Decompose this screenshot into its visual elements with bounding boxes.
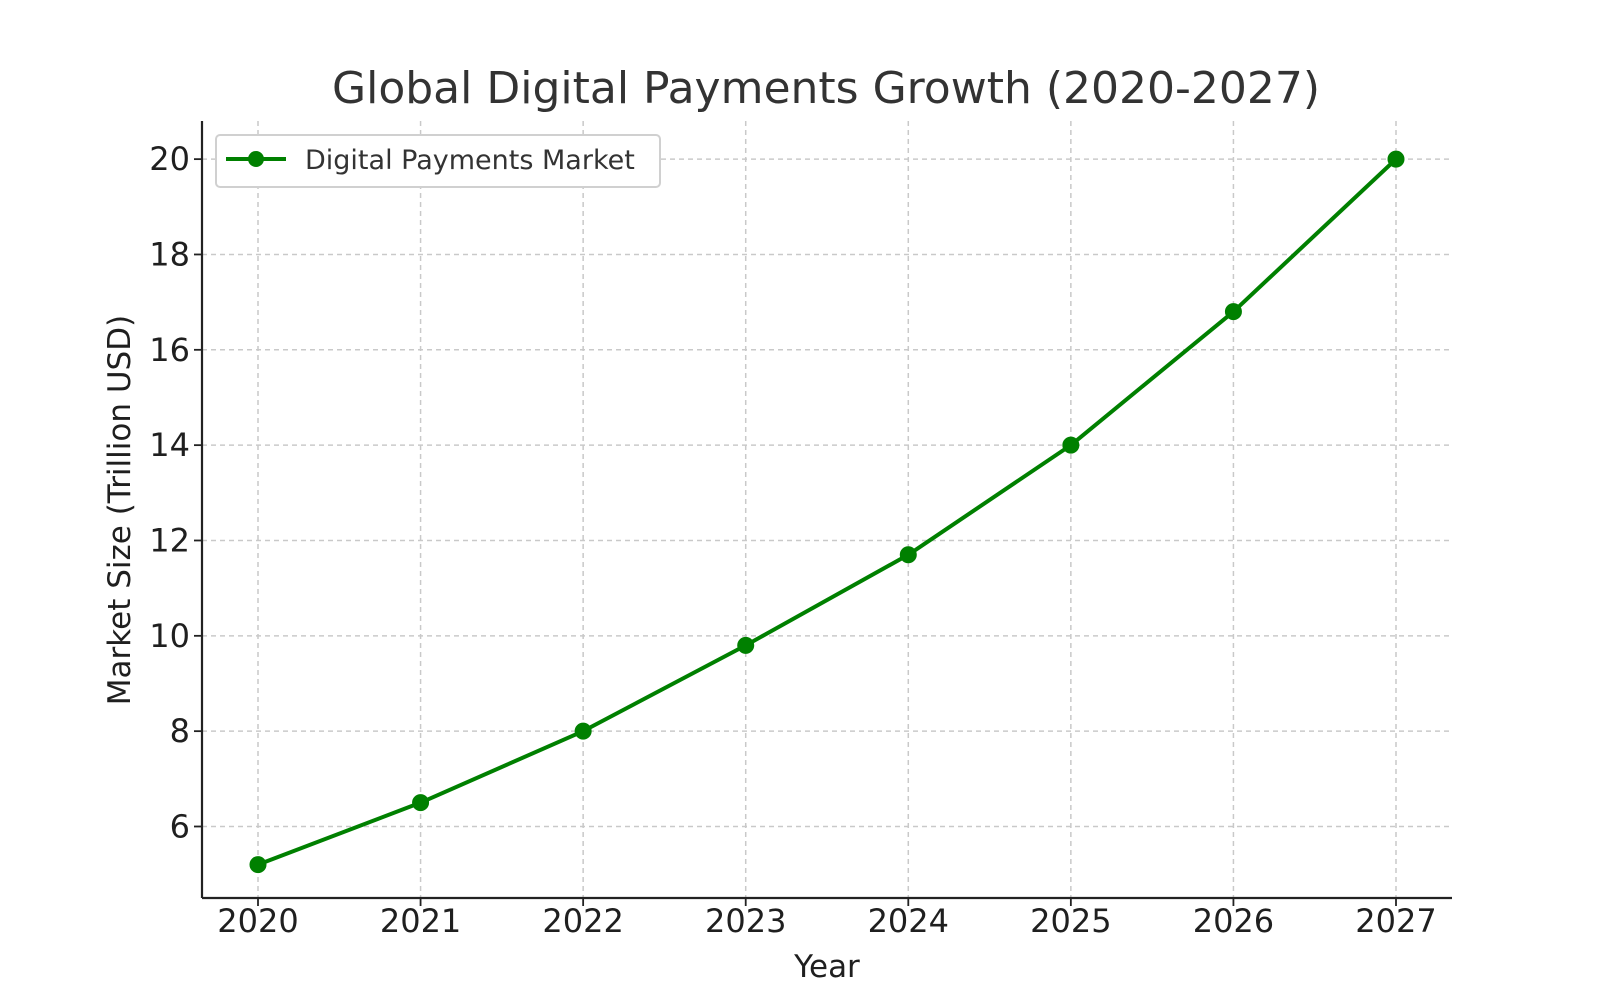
legend: Digital Payments Market bbox=[215, 134, 661, 188]
y-tick-label: 10 bbox=[149, 617, 190, 655]
data-point bbox=[574, 722, 592, 740]
series-layer bbox=[249, 150, 1405, 874]
y-tick-label: 8 bbox=[170, 712, 190, 750]
y-tick-label: 16 bbox=[149, 331, 190, 369]
x-tick-label: 2027 bbox=[1355, 902, 1436, 940]
x-tick-label: 2025 bbox=[1030, 902, 1111, 940]
y-tick-label: 20 bbox=[149, 140, 190, 178]
data-point bbox=[412, 794, 430, 812]
grid bbox=[202, 121, 1452, 898]
x-ticks: 2020 2021 2022 2023 2024 2025 2026 2027 bbox=[217, 898, 1437, 940]
legend-label: Digital Payments Market bbox=[305, 145, 635, 176]
data-point bbox=[249, 856, 267, 874]
y-tick-label: 18 bbox=[149, 235, 190, 273]
axes bbox=[200, 121, 1452, 900]
y-tick-label: 14 bbox=[149, 426, 190, 464]
data-point bbox=[899, 546, 917, 564]
chart-title: Global Digital Payments Growth (2020-202… bbox=[332, 63, 1320, 114]
y-tick-label: 6 bbox=[170, 807, 190, 845]
data-point bbox=[1224, 303, 1242, 321]
data-point bbox=[1387, 150, 1405, 168]
x-tick-label: 2021 bbox=[380, 902, 461, 940]
x-tick-label: 2026 bbox=[1193, 902, 1274, 940]
legend-marker bbox=[248, 151, 264, 167]
x-tick-label: 2022 bbox=[542, 902, 623, 940]
data-point bbox=[1062, 436, 1080, 454]
y-ticks: 6 8 10 12 14 16 18 20 bbox=[149, 140, 202, 845]
data-point bbox=[737, 636, 755, 654]
x-tick-label: 2024 bbox=[868, 902, 949, 940]
x-tick-label: 2020 bbox=[217, 902, 298, 940]
x-tick-label: 2023 bbox=[705, 902, 786, 940]
y-tick-label: 12 bbox=[149, 521, 190, 559]
x-axis-label: Year bbox=[793, 949, 860, 985]
series-line bbox=[256, 157, 1398, 867]
y-axis-label: Market Size (Trillion USD) bbox=[102, 315, 138, 705]
legend-box bbox=[215, 134, 661, 188]
